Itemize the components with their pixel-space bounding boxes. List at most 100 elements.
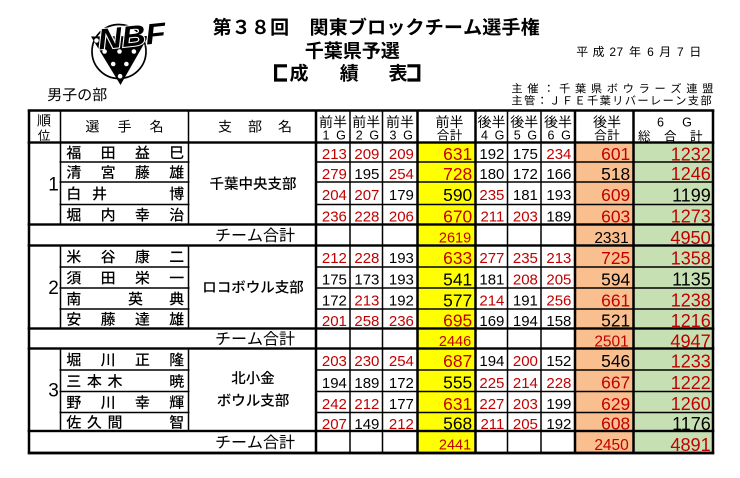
svg-text:180: 180	[479, 166, 504, 183]
svg-text:1260: 1260	[671, 394, 711, 414]
svg-text:189: 189	[354, 375, 379, 392]
svg-text:G: G	[336, 129, 346, 143]
svg-text:277: 277	[479, 250, 504, 267]
svg-text:254: 254	[389, 353, 414, 370]
svg-text:175: 175	[322, 272, 347, 289]
svg-text:195: 195	[354, 166, 379, 183]
svg-text:1233: 1233	[671, 351, 711, 371]
svg-text:211: 211	[480, 209, 504, 226]
svg-text:149: 149	[354, 416, 379, 433]
svg-text:214: 214	[513, 375, 538, 392]
svg-text:199: 199	[546, 396, 571, 413]
svg-text:G: G	[495, 129, 505, 143]
svg-text:3: 3	[390, 129, 397, 143]
svg-text:594: 594	[601, 269, 630, 289]
svg-text:172: 172	[389, 375, 414, 392]
svg-text:203: 203	[322, 353, 347, 370]
svg-text:NBF: NBF	[96, 17, 168, 56]
svg-text:192: 192	[479, 146, 504, 163]
svg-text:179: 179	[389, 187, 414, 204]
svg-text:G: G	[369, 129, 379, 143]
svg-text:258: 258	[354, 313, 379, 330]
svg-text:2501: 2501	[594, 334, 628, 351]
svg-text:173: 173	[354, 272, 379, 289]
svg-text:3: 3	[48, 381, 59, 402]
svg-text:254: 254	[389, 166, 414, 183]
svg-text:279: 279	[322, 166, 347, 183]
svg-text:212: 212	[322, 250, 347, 267]
svg-text:228: 228	[354, 209, 379, 226]
svg-text:725: 725	[601, 248, 630, 268]
svg-text:193: 193	[546, 187, 571, 204]
svg-text:546: 546	[601, 351, 630, 371]
svg-text:213: 213	[322, 146, 347, 163]
svg-text:631: 631	[443, 144, 472, 164]
svg-text:203: 203	[513, 396, 538, 413]
svg-text:209: 209	[389, 146, 414, 163]
svg-text:541: 541	[443, 269, 472, 289]
svg-text:203: 203	[513, 209, 538, 226]
svg-text:200: 200	[513, 353, 538, 370]
svg-text:568: 568	[443, 414, 472, 434]
svg-text:661: 661	[601, 290, 630, 310]
svg-text:4950: 4950	[670, 228, 710, 248]
svg-text:181: 181	[513, 187, 538, 204]
svg-text:608: 608	[601, 414, 630, 434]
svg-text:1135: 1135	[672, 270, 711, 290]
svg-text:234: 234	[546, 146, 571, 163]
svg-text:227: 227	[479, 396, 504, 413]
svg-text:4891: 4891	[670, 435, 710, 455]
svg-text:169: 169	[479, 313, 504, 330]
svg-text:1199: 1199	[672, 185, 711, 205]
svg-text:6: 6	[647, 45, 654, 59]
svg-text:207: 207	[354, 187, 379, 204]
svg-text:211: 211	[480, 416, 504, 433]
svg-text:G: G	[527, 129, 537, 143]
svg-text:228: 228	[546, 375, 571, 392]
svg-text:629: 629	[601, 394, 630, 414]
svg-text:27: 27	[609, 45, 623, 59]
svg-text:213: 213	[354, 293, 379, 310]
svg-text:194: 194	[322, 375, 347, 392]
svg-text:189: 189	[546, 209, 571, 226]
svg-text:208: 208	[513, 272, 538, 289]
svg-text:175: 175	[513, 146, 538, 163]
svg-text:193: 193	[389, 250, 414, 267]
svg-text:687: 687	[443, 351, 472, 371]
svg-text:4: 4	[481, 129, 488, 143]
svg-text:577: 577	[443, 290, 472, 310]
svg-text:192: 192	[546, 416, 571, 433]
svg-text:601: 601	[601, 144, 630, 164]
svg-text:4947: 4947	[670, 331, 710, 351]
svg-text:2: 2	[356, 129, 363, 143]
svg-text:6: 6	[657, 116, 664, 130]
svg-text:1: 1	[48, 174, 59, 195]
svg-text:212: 212	[354, 396, 379, 413]
svg-text:631: 631	[443, 394, 472, 414]
svg-text:152: 152	[546, 353, 571, 370]
svg-text:609: 609	[601, 185, 630, 205]
svg-text:1238: 1238	[671, 291, 711, 311]
svg-text:177: 177	[389, 396, 414, 413]
svg-text:6: 6	[548, 129, 555, 143]
svg-text:1358: 1358	[671, 248, 711, 268]
svg-text:205: 205	[546, 272, 571, 289]
svg-text:2331: 2331	[594, 230, 628, 247]
svg-text:695: 695	[443, 311, 472, 331]
svg-text:205: 205	[513, 416, 538, 433]
svg-text:207: 207	[322, 416, 347, 433]
svg-text:1273: 1273	[671, 207, 711, 227]
svg-text:193: 193	[389, 272, 414, 289]
svg-text:212: 212	[389, 416, 414, 433]
svg-text:214: 214	[479, 293, 504, 310]
svg-text:181: 181	[479, 272, 504, 289]
svg-text:633: 633	[443, 248, 472, 268]
svg-text:590: 590	[443, 185, 472, 205]
svg-text:172: 172	[322, 293, 347, 310]
svg-text:230: 230	[354, 353, 379, 370]
svg-text:242: 242	[322, 396, 347, 413]
svg-text:206: 206	[389, 209, 414, 226]
svg-text:191: 191	[513, 293, 538, 310]
svg-text:209: 209	[354, 146, 379, 163]
svg-text:1222: 1222	[671, 373, 711, 393]
